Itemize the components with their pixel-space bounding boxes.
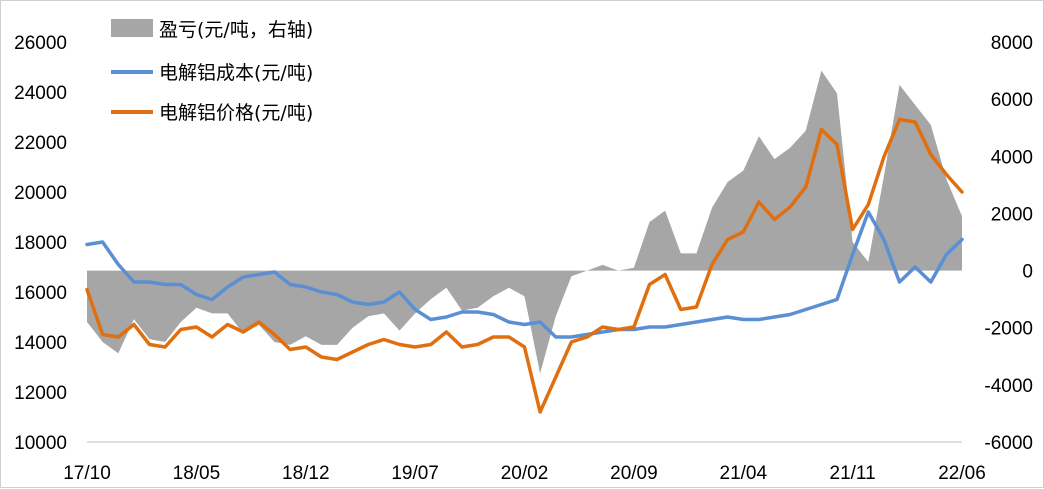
x-axis-tick-label: 21/11 (830, 463, 876, 484)
legend-label-cost: 电解铝成本(元/吨) (159, 62, 313, 84)
x-axis-tick-label: 18/12 (282, 463, 330, 484)
right-axis-tick-label: 6000 (991, 90, 1033, 111)
left-axis-ticks: 10000 12000 14000 16000 18000 20000 22000 24000… (14, 33, 67, 454)
x-axis-tick-label: 21/04 (720, 463, 768, 484)
x-axis-tick-label: 20/02 (501, 463, 549, 484)
left-axis-tick-label: 10000 (14, 433, 67, 454)
left-axis-tick-label: 16000 (14, 283, 67, 304)
right-axis-ticks: -6000 -4000 -2000 0 2000 4000 6000 8000 (984, 33, 1033, 454)
x-axis-tick-label: 17/10 (63, 463, 111, 484)
x-axis-tick-label: 19/07 (391, 463, 439, 484)
x-axis-ticks: 17/10 18/05 18/12 19/07 20/02 20/09 21/04 21/11… (63, 463, 986, 484)
profit-area (87, 70, 962, 374)
left-axis-tick-label: 20000 (14, 183, 67, 204)
x-axis-tick-label: 18/05 (173, 463, 221, 484)
legend-swatch-profit (111, 19, 153, 37)
right-axis-tick-label: -6000 (984, 433, 1033, 454)
right-axis-tick-label: 0 (1022, 262, 1033, 283)
right-axis-tick-label: -2000 (984, 319, 1033, 340)
left-axis-tick-label: 18000 (14, 233, 67, 254)
right-axis-tick-label: -4000 (984, 376, 1033, 397)
legend-label-profit: 盈亏(元/吨，右轴) (159, 19, 313, 41)
cost-line (85, 210, 964, 339)
right-axis-tick-label: 8000 (991, 33, 1033, 54)
line-layer (85, 117, 964, 414)
price-line (85, 117, 964, 414)
x-axis-tick-label: 20/09 (610, 463, 658, 484)
left-axis-tick-label: 26000 (14, 33, 67, 54)
left-axis-tick-label: 14000 (14, 333, 67, 354)
right-axis-tick-label: 4000 (991, 147, 1033, 168)
left-axis-tick-label: 22000 (14, 133, 67, 154)
legend-label-price: 电解铝价格(元/吨) (159, 102, 313, 124)
right-axis-tick-label: 2000 (991, 204, 1033, 225)
profit-area-layer (87, 70, 962, 374)
left-axis-tick-label: 12000 (14, 383, 67, 404)
x-axis-tick-label: 22/06 (938, 463, 986, 484)
left-axis-tick-label: 24000 (14, 83, 67, 104)
legend: 盈亏(元/吨，右轴) 电解铝成本(元/吨) 电解铝价格(元/吨) (111, 19, 313, 124)
